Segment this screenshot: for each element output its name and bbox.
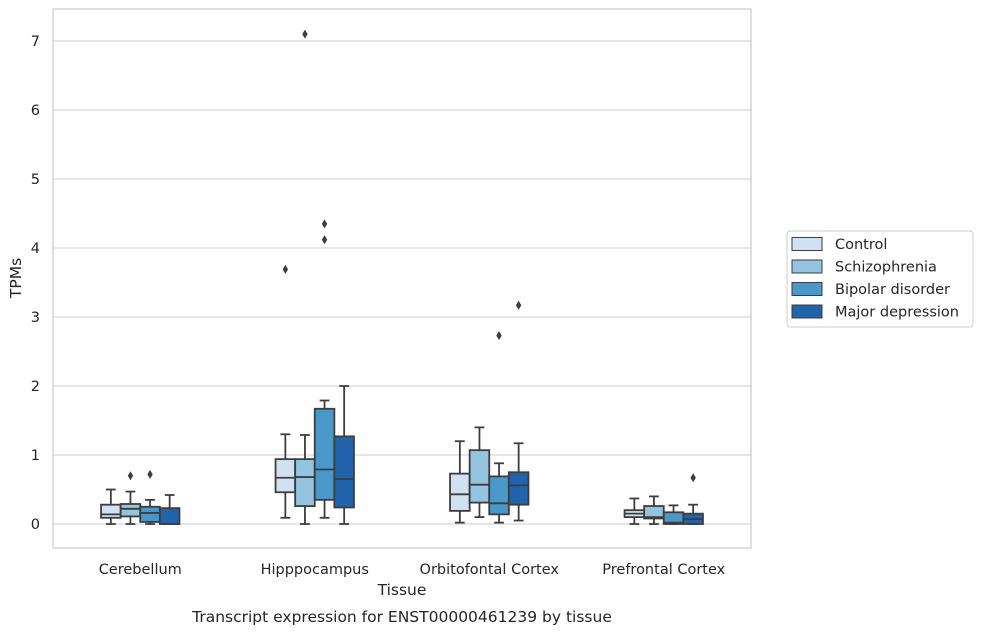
box-iqr [468, 449, 491, 504]
outlier-point [302, 29, 308, 39]
x-tick-label: Cerebellum [99, 562, 182, 578]
box-iqr [294, 458, 316, 507]
y-tick-label: 3 [31, 310, 40, 326]
x-tick-label: Hipppocampus [261, 562, 369, 578]
legend-frame [786, 230, 974, 328]
box-iqr [139, 505, 161, 523]
legend-label: Control [835, 237, 887, 253]
boxes [100, 29, 704, 525]
outlier-point [321, 235, 328, 245]
x-tick-label: Prefrontal Cortex [602, 562, 725, 578]
box-bipolar-disorder [313, 219, 336, 519]
box-iqr [507, 471, 530, 506]
box-iqr [313, 407, 336, 501]
outlier-point [321, 219, 328, 229]
legend-swatch [791, 304, 823, 319]
outlier-point [515, 300, 522, 310]
legend-entry: Schizophrenia [791, 259, 937, 276]
plot-area-frame [52, 8, 752, 549]
box-iqr [488, 475, 510, 516]
outlier-point [690, 473, 696, 483]
x-tick-label: Orbitofontal Cortex [420, 562, 560, 578]
legend-entry: Control [791, 237, 887, 253]
x-axis-title: Tissue [377, 581, 427, 599]
box-control [449, 440, 471, 524]
box-iqr [449, 472, 471, 512]
legend: Control Schizophrenia Bipolar disorder Majo… [786, 230, 974, 328]
y-tick-label: 0 [31, 517, 40, 533]
y-tick-label: 5 [31, 172, 40, 188]
outlier-point [496, 331, 502, 341]
y-tick-label: 2 [31, 379, 40, 395]
legend-entry: Major depression [791, 304, 959, 321]
box-control [274, 264, 297, 519]
box-iqr [333, 435, 355, 509]
box-major-depression [333, 385, 355, 525]
outlier-point [147, 469, 153, 479]
box-control [100, 488, 122, 525]
box-schizophrenia [468, 426, 491, 518]
outlier-point [282, 264, 289, 274]
chart-caption: Transcript expression for ENST0000046123… [191, 608, 612, 626]
y-tick-label: 4 [31, 241, 40, 257]
box-iqr [100, 503, 122, 519]
legend-swatch [791, 237, 823, 251]
box-major-depression [507, 300, 530, 522]
y-tick-label: 6 [31, 103, 40, 119]
box-bipolar-disorder [662, 504, 685, 525]
x-tick-labels: Cerebellum Hipppocampus Orbitofontal Corte… [99, 562, 726, 578]
y-tick-label: 7 [31, 34, 40, 50]
box-schizophrenia [294, 29, 316, 525]
box-schizophrenia [643, 495, 665, 525]
box-iqr [119, 503, 142, 518]
box-major-depression [158, 494, 181, 525]
legend-label: Major depression [835, 305, 959, 321]
outlier-point [127, 471, 134, 481]
box-schizophrenia [119, 471, 142, 525]
grid-lines [53, 40, 751, 525]
legend-label: Schizophrenia [835, 260, 937, 276]
box-bipolar-disorder [139, 469, 161, 525]
legend-entry: Bipolar disorder [791, 282, 950, 298]
box-bipolar-disorder [488, 331, 510, 524]
box-iqr [158, 507, 181, 525]
legend-label: Bipolar disorder [835, 282, 950, 298]
y-tick-label: 1 [31, 448, 40, 464]
box-control [623, 497, 646, 525]
y-axis-title: TPMs [7, 258, 25, 299]
box-major-depression [682, 473, 704, 525]
legend-swatch [791, 282, 823, 296]
box-iqr [274, 458, 297, 494]
y-tick-labels: 0 1 2 3 4 5 6 7 [31, 34, 40, 533]
legend-swatch [791, 259, 823, 274]
